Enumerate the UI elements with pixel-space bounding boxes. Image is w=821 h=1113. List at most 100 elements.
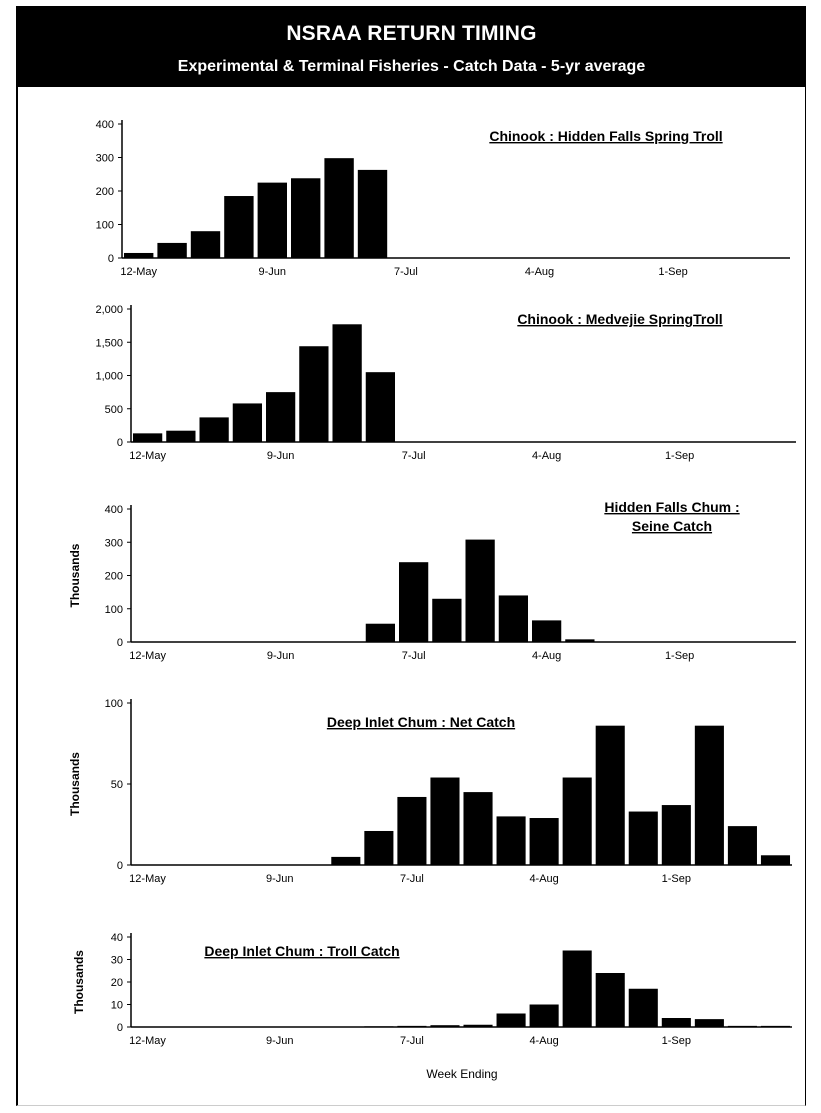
chart-title: Deep Inlet Chum : Troll Catch [204,943,399,959]
bar [364,830,394,865]
y-tick-label: 0 [117,1022,123,1034]
x-tick-label: 12-May [120,266,157,278]
bar [529,1004,559,1027]
y-tick-label: 100 [105,698,123,710]
bar [565,639,595,642]
bar [132,433,163,442]
y-tick-label: 0 [108,253,114,265]
bar [727,826,757,865]
bar [190,231,221,258]
bar [531,620,562,642]
y-tick-label: 200 [96,186,114,198]
bar [430,1025,460,1027]
x-tick-label: 4-Aug [532,650,561,662]
y-tick-label: 1,500 [95,337,123,349]
bar [291,178,321,258]
x-tick-label: 1-Sep [662,1035,691,1047]
bar [760,855,791,865]
chart-title: Chinook : Hidden Falls Spring Troll [489,128,722,144]
bar [166,430,196,442]
bar [628,811,658,865]
y-tick-label: 50 [111,779,123,791]
x-tick-label: 7-Jul [402,450,426,462]
bar [463,792,493,865]
bar [562,950,592,1027]
bar [498,595,529,642]
bar [398,562,429,642]
bar [232,403,263,442]
x-tick-label: 12-May [129,873,166,885]
bar [465,539,495,642]
bar [365,372,396,442]
x-tick-label: 1-Sep [658,266,687,278]
bar [299,346,329,442]
y-tick-label: 0 [117,437,123,449]
x-tick-label: 4-Aug [529,1035,558,1047]
bar [265,392,296,442]
x-tick-label: 1-Sep [665,450,694,462]
x-tick-label: 7-Jul [394,266,418,278]
x-tick-label: 7-Jul [400,1035,424,1047]
x-tick-label: 9-Jun [267,650,295,662]
y-tick-label: 20 [111,977,123,989]
bar [496,816,526,865]
y-tick-label: 40 [111,932,123,944]
y-tick-label: 100 [105,604,123,616]
y-tick-label: 300 [96,153,114,165]
y-tick-label: 2,000 [95,304,123,316]
bar [694,725,724,865]
y-axis-label: Thousands [68,543,82,607]
bar [595,725,625,865]
bar [324,158,354,258]
bar [562,777,592,865]
x-tick-label: 4-Aug [529,873,558,885]
bar [199,417,229,442]
x-tick-label: 12-May [129,1035,166,1047]
chart-title: Deep Inlet Chum : Net Catch [327,714,515,730]
x-tick-label: 12-May [129,650,166,662]
x-tick-label: 9-Jun [259,266,287,278]
y-tick-label: 400 [96,119,114,131]
x-tick-label: 1-Sep [662,873,691,885]
header-banner: NSRAA RETURN TIMING Experimental & Termi… [18,6,805,87]
y-tick-label: 400 [105,504,123,516]
bar [331,856,361,865]
bar [430,777,460,865]
y-tick-label: 30 [111,955,123,967]
bar [397,796,427,865]
y-tick-label: 1,000 [95,371,123,383]
bar [496,1013,526,1027]
bar [694,1019,724,1027]
x-tick-label: 7-Jul [402,650,426,662]
bar [661,1018,691,1027]
y-tick-label: 10 [111,1000,123,1012]
y-tick-label: 0 [117,860,123,872]
chart-title: Chinook : Medvejie SpringTroll [517,311,722,327]
bar [257,182,287,258]
chart-title: Hidden Falls Chum : [604,499,739,515]
chart-title-line2: Seine Catch [632,518,712,534]
x-tick-label: 4-Aug [525,266,554,278]
chart-page: NSRAA RETURN TIMING Experimental & Termi… [16,6,806,1106]
y-tick-label: 500 [105,404,123,416]
bar [124,252,154,258]
bar [463,1024,493,1027]
page-title: NSRAA RETURN TIMING [286,22,537,45]
bar [397,1025,427,1027]
bar [224,196,254,258]
x-tick-label: 9-Jun [266,873,294,885]
x-axis-label: Week Ending [426,1067,497,1081]
y-axis-label: Thousands [68,752,82,816]
x-tick-label: 12-May [129,450,166,462]
bar [432,598,462,642]
bar [760,1025,791,1027]
bar [628,988,658,1027]
page-subtitle: Experimental & Terminal Fisheries - Catc… [177,58,646,75]
x-tick-label: 7-Jul [400,873,424,885]
bar [365,623,396,642]
y-tick-label: 0 [117,637,123,649]
bar [529,818,559,865]
x-tick-label: 9-Jun [266,1035,294,1047]
x-tick-label: 1-Sep [665,650,694,662]
bar [364,1026,394,1027]
